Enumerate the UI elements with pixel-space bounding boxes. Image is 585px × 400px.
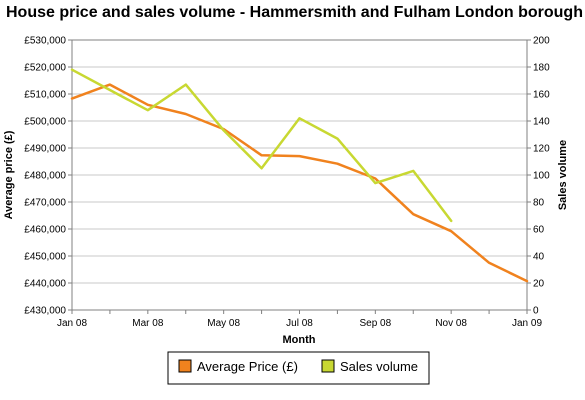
left-tick-label: £510,000	[24, 90, 66, 101]
right-tick-label: 140	[533, 117, 550, 128]
gridlines	[72, 39, 527, 311]
left-tick-label: £480,000	[24, 171, 66, 182]
right-tick-label: 200	[533, 36, 550, 47]
left-axis-label: Average price (£)	[3, 130, 15, 219]
right-tick-label: 160	[533, 90, 550, 101]
right-tick-label: 100	[533, 171, 550, 182]
x-tick-label: Sep 08	[359, 318, 391, 329]
left-tick-label: £470,000	[24, 198, 66, 209]
right-tick-label: 20	[533, 279, 545, 290]
chart-title: House price and sales volume - Hammersmi…	[6, 4, 583, 21]
series-line-sales-volume	[70, 68, 453, 223]
left-tick-label: £530,000	[24, 36, 66, 47]
right-tick-label: 180	[533, 63, 550, 74]
x-tick-label: Mar 08	[132, 318, 164, 329]
right-axis-label: Sales volume	[557, 140, 569, 210]
left-tick-label: £450,000	[24, 252, 66, 263]
series-line-average-price	[70, 83, 529, 283]
x-tick-label: May 08	[207, 318, 240, 329]
x-tick-label: Jul 08	[286, 318, 313, 329]
x-tick-label: Jan 09	[512, 318, 542, 329]
legend-swatch-sales-volume	[321, 359, 335, 373]
legend-label-sales-volume: Sales volume	[340, 359, 418, 374]
left-axis-ticks: £430,000 £440,000 £450,000 £460,000 £470,000…	[24, 36, 72, 317]
right-tick-label: 60	[533, 225, 545, 236]
left-tick-label: £440,000	[24, 279, 66, 290]
left-tick-label: £520,000	[24, 63, 66, 74]
x-axis-label: Month	[283, 334, 316, 346]
x-tick-label: Jan 08	[57, 318, 87, 329]
right-tick-label: 0	[533, 306, 539, 317]
series-lines	[70, 68, 529, 283]
right-tick-label: 40	[533, 252, 545, 263]
right-axis-ticks: 0 20 40 60 80 100 120 140 160 180 200	[527, 36, 550, 317]
legend-box	[167, 351, 430, 385]
legend: Average Price (£) Sales volume	[167, 351, 430, 385]
left-tick-label: £430,000	[24, 306, 66, 317]
x-axis-ticks: Jan 08 Mar 08 May 08 Jul 08 Sep 08 Nov 08 Jan …	[57, 310, 542, 329]
legend-swatch-average-price	[178, 359, 192, 373]
left-tick-label: £500,000	[24, 117, 66, 128]
legend-label-average-price: Average Price (£)	[197, 359, 298, 374]
left-tick-label: £460,000	[24, 225, 66, 236]
right-tick-label: 80	[533, 198, 545, 209]
x-tick-label: Nov 08	[435, 318, 467, 329]
left-tick-label: £490,000	[24, 144, 66, 155]
right-tick-label: 120	[533, 144, 550, 155]
